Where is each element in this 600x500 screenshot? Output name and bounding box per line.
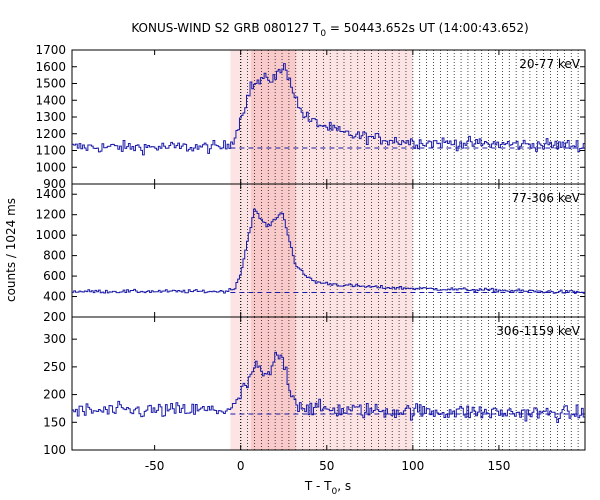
y-tick-label: 600: [43, 269, 66, 283]
chart-title-subscript: 0: [320, 29, 326, 39]
panel-frame: [71, 316, 586, 451]
peak-interval: [251, 184, 296, 317]
x-tick-label: 100: [401, 459, 424, 473]
y-tick-label: 1000: [35, 228, 66, 242]
y-tick-label: 100: [43, 443, 66, 457]
y-tick-label: 250: [43, 360, 66, 374]
light-curve-306-1159 keV: [72, 351, 586, 424]
y-tick-label: 1200: [35, 127, 66, 141]
y-tick-label: 200: [43, 388, 66, 402]
y-tick-label: 1400: [35, 187, 66, 201]
energy-band-label: 306-1159 keV: [496, 324, 580, 338]
panel-2: 200 400 600 800 1000 1200 1400 77-306 keV: [35, 183, 586, 324]
chart-title: KONUS-WIND S2 GRB 080127 T0 = 50443.652s…: [131, 21, 528, 39]
y-tick-label: 300: [43, 332, 66, 346]
peak-interval: [251, 50, 296, 184]
x-axis-title-subscript: 0: [332, 487, 338, 497]
energy-band-label: 77-306 keV: [512, 191, 581, 205]
x-axis-title-main: T - T: [304, 479, 332, 493]
y-tick-label: 1100: [35, 144, 66, 158]
light-curve-20-77 keV: [72, 63, 586, 156]
y-tick-label: 1700: [35, 43, 66, 57]
y-tick-label: 900: [43, 177, 66, 191]
y-tick-label: 1200: [35, 208, 66, 222]
x-tick-label: 50: [319, 459, 334, 473]
y-tick-label: 1500: [35, 77, 66, 91]
x-tick-label: 0: [237, 459, 245, 473]
y-axis-title: counts / 1024 ms: [4, 198, 18, 302]
chart-title-tail: = 50443.652s UT (14:00:43.652): [326, 21, 529, 35]
y-tick-label: 1300: [35, 110, 66, 124]
panel-1: 900 1000 1100 1200 1300 1400 1500 1600 1700 20-77…: [35, 43, 586, 191]
y-tick-label: 1600: [35, 60, 66, 74]
light-curve-77-306 keV: [72, 208, 586, 294]
y-tick-label: 1400: [35, 93, 66, 107]
panels: 9001000110012001300140015001600170020-77…: [35, 43, 586, 473]
y-tick-label: 400: [43, 290, 66, 304]
x-axis-title: T - T0, s: [304, 479, 351, 497]
y-tick-label: 200: [43, 310, 66, 324]
y-tick-label: 1000: [35, 160, 66, 174]
panel-3: 100 150 200 250 300 306-1159 keV: [43, 316, 586, 457]
x-axis-title-tail: , s: [337, 479, 351, 493]
peak-interval: [251, 317, 296, 450]
x-tick-label: 150: [487, 459, 510, 473]
energy-band-label: 20-77 keV: [519, 57, 581, 71]
chart-title-main: KONUS-WIND S2 GRB 080127 T: [131, 21, 321, 35]
y-tick-label: 800: [43, 249, 66, 263]
x-tick-label: -50: [145, 459, 165, 473]
y-tick-label: 150: [43, 415, 66, 429]
